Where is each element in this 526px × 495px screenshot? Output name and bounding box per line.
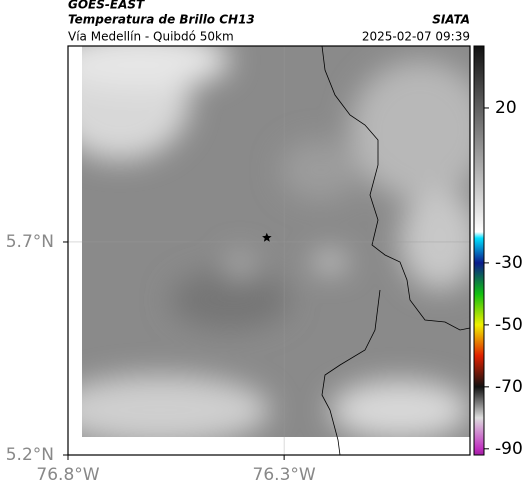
datetime: 2025-02-07 09:39 [362, 30, 470, 44]
colorbar-tick-label: -50 [495, 315, 523, 335]
source: GOES-EAST [68, 0, 145, 12]
colorbar-tick-label: 20 [495, 98, 517, 118]
satellite-image [82, 46, 470, 437]
x-tick-label: 76.8°W [36, 465, 99, 485]
y-tick-label: 5.7°N [6, 232, 54, 252]
colorbar-tick-label: -90 [495, 439, 523, 459]
brand: SIATA [432, 13, 470, 27]
x-tick-label: 76.3°W [253, 465, 316, 485]
colorbar-tick-label: -70 [495, 377, 523, 397]
subtitle: Vía Medellín - Quibdó 50km [68, 30, 234, 44]
title: Temperatura de Brillo CH13 [68, 13, 255, 27]
borders [321, 45, 471, 456]
colorbar [473, 45, 485, 456]
station-marker [262, 232, 272, 242]
colorbar-tick-label: -30 [495, 253, 523, 273]
y-tick-label: 5.2°N [6, 445, 54, 465]
map-frame [67, 45, 471, 456]
